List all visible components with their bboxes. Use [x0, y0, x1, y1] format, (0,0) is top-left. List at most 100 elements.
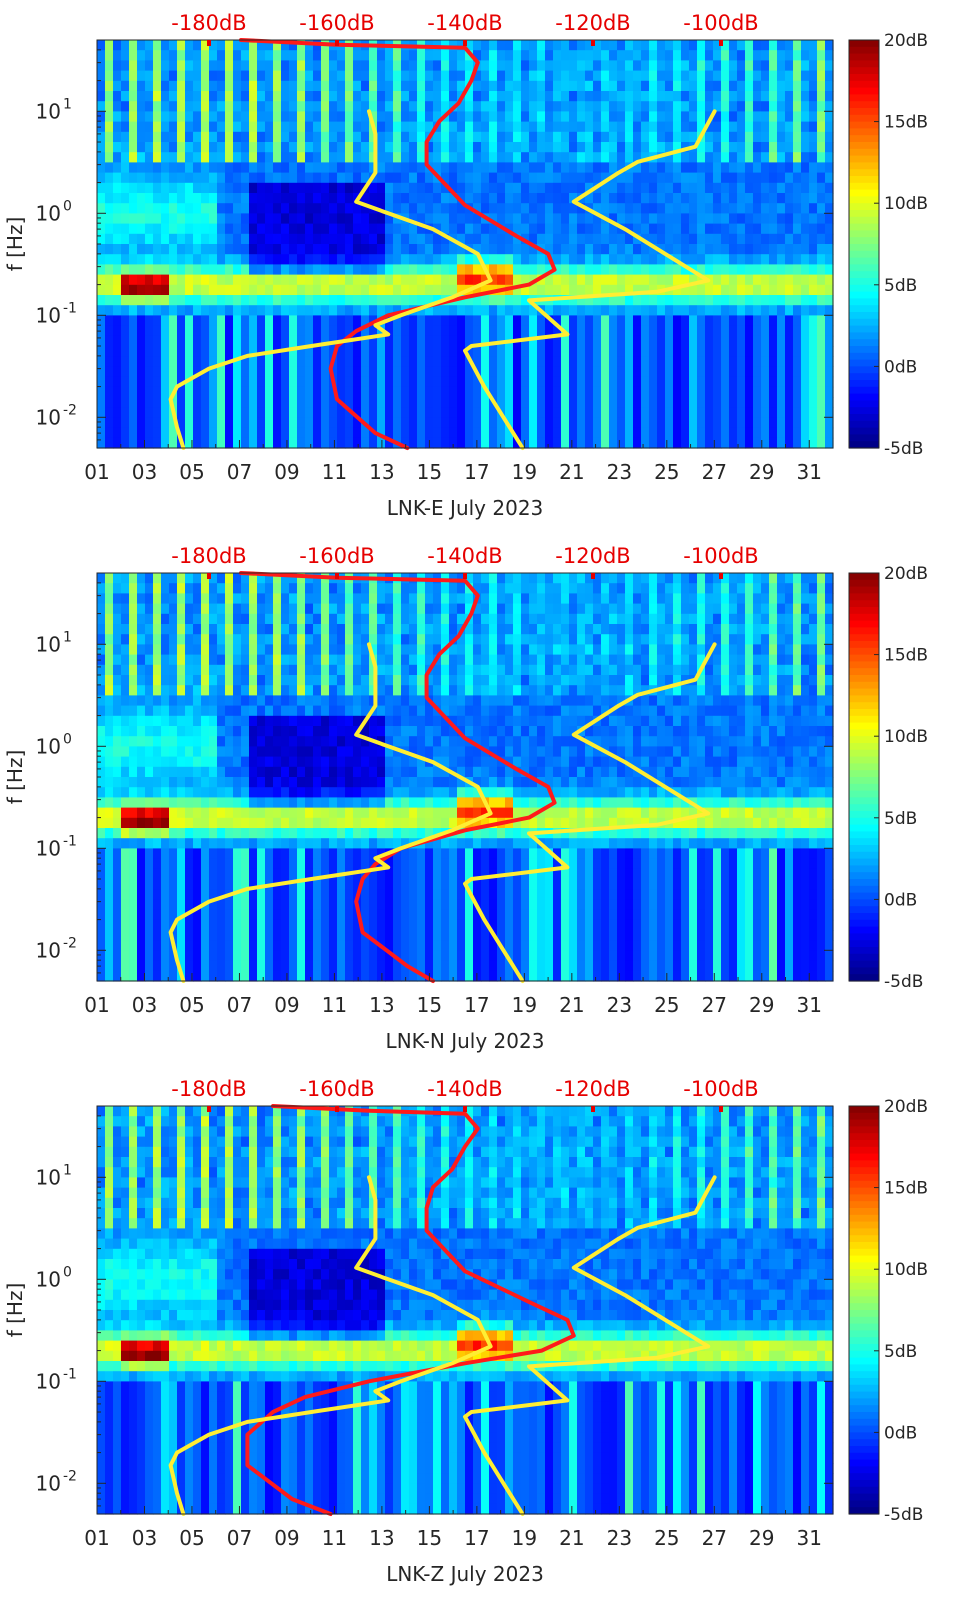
top-db-label: -180dB	[171, 544, 246, 568]
x-tick-label: 23	[607, 1526, 632, 1550]
chart-svg: 01 03 05 07 09 11 13 15 17 19 21 23 25 27 29 3110-210-1…	[3, 11, 928, 520]
top-db-label: -180dB	[171, 1077, 246, 1101]
colorbar-label: 15dB	[884, 113, 928, 133]
y-tick-label: 10	[36, 1165, 61, 1189]
x-tick-label: 21	[559, 460, 584, 484]
panel-lnk-e: 01 03 05 07 09 11 13 15 17 19 21 23 25 27 29 31 10 -2 10 -1…	[0, 0, 962, 533]
x-tick-label: 13	[369, 1526, 394, 1550]
x-tick-label: 07	[227, 460, 252, 484]
y-tick-label: 10	[36, 938, 61, 962]
colorbar	[848, 572, 880, 982]
top-db-label: -100dB	[683, 11, 758, 35]
colorbar-label: 20dB	[884, 1097, 928, 1117]
x-tick-label: 15	[417, 1526, 442, 1550]
colorbar-label: -5dB	[884, 1505, 923, 1525]
x-tick-label: 01	[84, 1526, 109, 1550]
x-tick-label: 19	[512, 993, 537, 1017]
colorbar-label: 10dB	[884, 1260, 928, 1280]
x-tick-label: 09	[274, 460, 299, 484]
y-tick-label: 10	[36, 1369, 61, 1393]
y-tick-label: 10	[36, 303, 61, 327]
colorbar-label: 15dB	[884, 1179, 928, 1199]
colorbar-label: 15dB	[884, 646, 928, 666]
x-tick-label: 05	[179, 1526, 204, 1550]
x-tick-label: 31	[797, 993, 822, 1017]
panel-lnk-z: 01 03 05 07 09 11 13 15 17 19 21 23 25 27 29 31 10 -2 10 -1…	[0, 1066, 962, 1599]
y-tick-exponent: 0	[63, 198, 72, 214]
colorbar-label: 10dB	[884, 727, 928, 747]
y-tick-label: 10	[36, 99, 61, 123]
x-tick-label: 29	[749, 1526, 774, 1550]
y-tick-exponent: -2	[63, 1468, 77, 1484]
x-tick-label: 25	[654, 1526, 679, 1550]
y-tick-exponent: 0	[63, 1264, 72, 1280]
colorbar-label: 20dB	[884, 31, 928, 51]
x-tick-label: 13	[369, 460, 394, 484]
spectrogram-image	[97, 573, 834, 982]
y-tick-label: 10	[36, 405, 61, 429]
top-db-label: -160dB	[299, 544, 374, 568]
y-tick-exponent: -2	[63, 935, 77, 951]
x-tick-label: 09	[274, 993, 299, 1017]
noise-model-line	[239, 571, 557, 983]
y-tick-label: 10	[36, 734, 61, 758]
x-tick-label: 11	[322, 993, 347, 1017]
colorbar-label: 5dB	[884, 809, 917, 829]
x-tick-label: 17	[464, 1526, 489, 1550]
x-tick-label: 03	[132, 993, 157, 1017]
chart-svg: 01 03 05 07 09 11 13 15 17 19 21 23 25 27 29 3110-210-1…	[3, 1077, 928, 1586]
x-axis-title: LNK-N July 2023	[386, 1029, 545, 1053]
y-tick-label: 10	[36, 1267, 61, 1291]
reference-line-1	[168, 109, 493, 450]
y-tick-label: 10	[36, 632, 61, 656]
x-tick-label: 17	[464, 993, 489, 1017]
x-tick-label: 07	[227, 993, 252, 1017]
y-tick-exponent: -1	[63, 1366, 77, 1382]
x-tick-label: 05	[179, 993, 204, 1017]
colorbar-label: 5dB	[884, 1342, 917, 1362]
x-tick-label: 07	[227, 1526, 252, 1550]
y-tick-exponent: 1	[63, 629, 72, 645]
x-tick-label: 19	[512, 460, 537, 484]
colorbar	[848, 1105, 880, 1515]
y-tick-exponent: -1	[63, 300, 77, 316]
y-tick-exponent: 0	[63, 731, 72, 747]
reference-line-2	[463, 642, 717, 983]
top-db-label: -120dB	[555, 1077, 630, 1101]
x-tick-label: 29	[749, 993, 774, 1017]
noise-model-line	[245, 1104, 576, 1516]
y-tick-exponent: 1	[63, 96, 72, 112]
y-tick-exponent: 1	[63, 1162, 72, 1178]
colorbar-label: 5dB	[884, 276, 917, 296]
x-tick-label: 15	[417, 993, 442, 1017]
x-axis-title: LNK-Z July 2023	[386, 1562, 544, 1586]
x-tick-label: 13	[369, 993, 394, 1017]
x-tick-label: 23	[607, 460, 632, 484]
x-tick-label: 05	[179, 460, 204, 484]
x-tick-label: 01	[84, 460, 109, 484]
colorbar-label: -5dB	[884, 972, 923, 992]
reference-line-2	[463, 1175, 717, 1516]
top-db-label: -120dB	[555, 544, 630, 568]
y-tick-label: 10	[36, 201, 61, 225]
x-tick-label: 19	[512, 1526, 537, 1550]
top-db-label: -100dB	[683, 1077, 758, 1101]
y-tick-exponent: -2	[63, 402, 77, 418]
colorbar-label: 0dB	[884, 890, 917, 910]
colorbar-label: 0dB	[884, 1423, 917, 1443]
x-tick-label: 11	[322, 1526, 347, 1550]
top-db-label: -120dB	[555, 11, 630, 35]
colorbar	[848, 39, 880, 449]
top-db-label: -140dB	[427, 544, 502, 568]
panel-lnk-n: 01 03 05 07 09 11 13 15 17 19 21 23 25 27 29 31 10 -2 10 -1…	[0, 533, 962, 1066]
reference-line-1	[168, 1175, 493, 1516]
chart-svg: 01 03 05 07 09 11 13 15 17 19 21 23 25 27 29 3110-210-1…	[3, 544, 928, 1053]
y-tick-label: 10	[36, 1471, 61, 1495]
y-axis-title: f [Hz]	[3, 750, 27, 805]
colorbar-label: 0dB	[884, 357, 917, 377]
x-axis-title: LNK-E July 2023	[387, 496, 544, 520]
top-db-label: -160dB	[299, 1077, 374, 1101]
x-tick-label: 21	[559, 993, 584, 1017]
x-tick-label: 25	[654, 993, 679, 1017]
